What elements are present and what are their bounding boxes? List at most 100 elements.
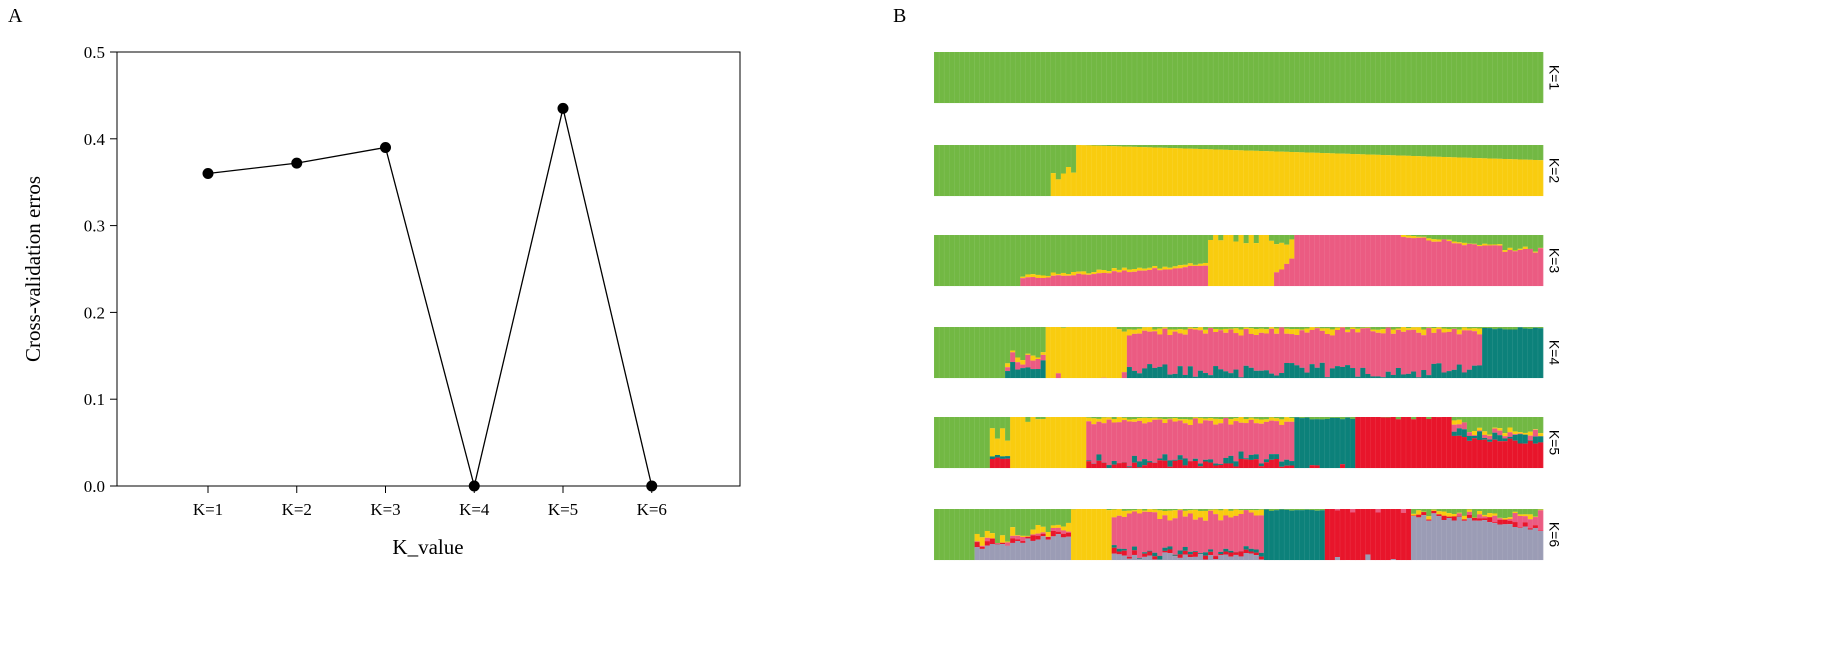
- ancestry-segment: [1228, 517, 1234, 551]
- ancestry-segment: [1512, 434, 1518, 435]
- row-label-k4: K=4: [1546, 340, 1562, 366]
- ancestry-segment: [1202, 373, 1209, 379]
- ancestry-segment: [1274, 458, 1280, 469]
- ancestry-segment: [1121, 270, 1128, 287]
- ancestry-segment: [1137, 327, 1143, 329]
- ancestry-segment: [1202, 418, 1209, 421]
- ancestry-segment: [1111, 419, 1118, 423]
- ancestry-segment: [944, 417, 950, 469]
- ancestry-segment: [1497, 518, 1503, 520]
- ancestry-segment: [1197, 554, 1204, 561]
- ancestry-segment: [934, 52, 940, 104]
- ancestry-segment: [1431, 509, 1437, 510]
- ancestry-segment: [1020, 235, 1026, 277]
- ancestry-segment: [1405, 373, 1412, 379]
- ancestry-segment: [1502, 329, 1508, 379]
- ancestry-segment: [1162, 235, 1168, 267]
- ancestry-segment: [1101, 417, 1107, 424]
- ancestry-segment: [1411, 371, 1417, 379]
- ancestry-segment: [1111, 145, 1118, 147]
- ancestry-segment: [1187, 327, 1194, 328]
- ancestry-segment: [1223, 554, 1229, 561]
- ancestry-segment: [1446, 516, 1452, 519]
- ancestry-segment: [1243, 235, 1249, 244]
- ancestry-segment: [1477, 518, 1483, 521]
- ancestry-segment: [1461, 437, 1468, 469]
- ancestry-segment: [1370, 235, 1376, 287]
- ancestry-segment: [1121, 146, 1128, 197]
- ancestry-segment: [1228, 550, 1234, 553]
- ancestry-segment: [1517, 145, 1524, 160]
- ancestry-segment: [1324, 327, 1331, 329]
- ancestry-segment: [1258, 419, 1265, 424]
- ancestry-segment: [1177, 148, 1184, 197]
- ancestry-segment: [1284, 328, 1290, 334]
- ancestry-segment: [1416, 145, 1422, 157]
- ancestry-segment: [1512, 513, 1518, 523]
- ancestry-segment: [1218, 423, 1224, 465]
- ancestry-segment: [1091, 145, 1097, 146]
- ancestry-segment: [1086, 461, 1092, 469]
- ancestry-segment: [1512, 431, 1518, 435]
- ancestry-segment: [959, 145, 965, 197]
- ancestry-segment: [1020, 509, 1026, 536]
- ancestry-segment: [1517, 443, 1524, 469]
- ancestry-segment: [1390, 374, 1397, 379]
- ancestry-segment: [1182, 550, 1189, 555]
- ancestry-segment: [1126, 556, 1133, 559]
- ancestry-segment: [969, 235, 975, 287]
- ancestry-segment: [1527, 435, 1534, 441]
- ancestry-segment: [1446, 145, 1452, 158]
- ancestry-segment: [994, 52, 1001, 104]
- ancestry-segment: [1197, 463, 1204, 467]
- ancestry-segment: [1492, 432, 1498, 440]
- ancestry-segment: [1147, 555, 1153, 561]
- ancestry-segment: [1405, 237, 1412, 287]
- ancestry-segment: [1167, 510, 1173, 521]
- ancestry-segment: [1137, 52, 1143, 104]
- ancestry-segment: [1065, 417, 1072, 469]
- ancestry-segment: [1284, 421, 1290, 460]
- ancestry-segment: [1116, 551, 1123, 555]
- ancestry-segment: [1405, 52, 1412, 104]
- ancestry-segment: [1431, 52, 1437, 104]
- ancestry-segment: [1446, 513, 1452, 517]
- ancestry-segment: [1045, 417, 1052, 469]
- ancestry-segment: [1268, 235, 1275, 241]
- ancestry-segment: [1050, 145, 1057, 174]
- ancestry-segment: [1497, 235, 1503, 245]
- ancestry-segment: [1192, 551, 1199, 557]
- ancestry-segment: [1527, 509, 1534, 515]
- ancestry-segment: [1142, 459, 1148, 466]
- ancestry-segment: [1294, 145, 1300, 153]
- ancestry-segment: [1116, 329, 1123, 379]
- ancestry-segment: [1477, 244, 1483, 247]
- ancestry-segment: [1279, 235, 1285, 243]
- admixture-row-k5: K=5: [933, 417, 1562, 469]
- ancestry-segment: [1162, 269, 1168, 287]
- ancestry-segment: [1492, 329, 1498, 379]
- ancestry-segment: [1350, 509, 1356, 513]
- ancestry-segment: [1121, 550, 1128, 556]
- ancestry-segment: [1096, 145, 1102, 146]
- ancestry-segment: [1192, 145, 1199, 149]
- ancestry-segment: [1482, 520, 1488, 561]
- ancestry-segment: [1395, 328, 1402, 330]
- ancestry-segment: [1233, 418, 1239, 422]
- ancestry-segment: [1299, 367, 1305, 379]
- ancestry-segment: [1126, 419, 1133, 422]
- ancestry-segment: [1370, 417, 1376, 469]
- ancestry-segment: [1162, 547, 1168, 551]
- ancestry-segment: [1487, 245, 1493, 287]
- ancestry-segment: [1223, 551, 1229, 555]
- ancestry-segment: [1340, 464, 1346, 469]
- ancestry-segment: [1477, 514, 1483, 519]
- ancestry-segment: [1035, 145, 1041, 197]
- ancestry-segment: [1182, 264, 1189, 268]
- ancestry-segment: [1223, 327, 1229, 329]
- ancestry-segment: [1233, 150, 1239, 197]
- ancestry-segment: [1532, 509, 1539, 517]
- ancestry-segment: [1152, 556, 1158, 560]
- ancestry-segment: [1441, 515, 1447, 521]
- ancestry-segment: [1284, 235, 1290, 245]
